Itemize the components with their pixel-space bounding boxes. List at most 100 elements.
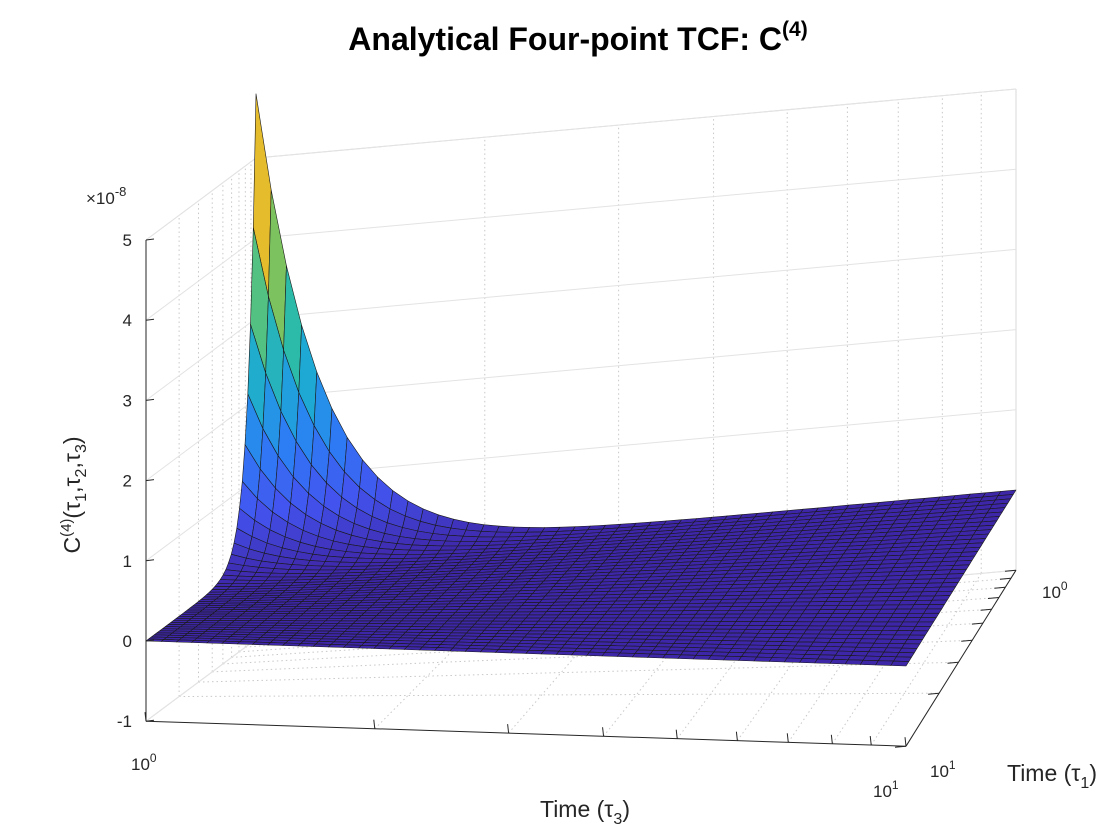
- surface-patch: [499, 626, 518, 631]
- surface-patch: [435, 629, 455, 634]
- surface-patch: [844, 613, 864, 619]
- surface-patch: [708, 655, 727, 661]
- surface-patch: [887, 617, 907, 623]
- surface-patch: [883, 647, 903, 653]
- surface-patch: [304, 565, 323, 571]
- surface-patch: [358, 552, 377, 559]
- surface-patch: [764, 640, 784, 646]
- z-tick-mark: [145, 318, 155, 321]
- x-tick-mark: [373, 719, 376, 729]
- surface-patch: [232, 579, 251, 584]
- z-tick-mark: [145, 479, 155, 482]
- surface-patch: [666, 628, 686, 633]
- surface-patch: [839, 621, 858, 627]
- surface-patch: [759, 648, 778, 654]
- surface-patch: [616, 652, 636, 658]
- surface-patch: [517, 623, 536, 628]
- surface-patch: [723, 655, 742, 661]
- z-tick-label-0: -1: [117, 712, 132, 731]
- surface-patch: [659, 617, 679, 622]
- surface-patch: [779, 641, 799, 647]
- surface-patch: [757, 629, 777, 634]
- surface-patch: [945, 573, 965, 579]
- y-tick-mark: [999, 577, 1012, 580]
- surface-patch: [882, 625, 901, 631]
- surface-patch: [786, 653, 806, 659]
- surface-patch: [237, 570, 257, 577]
- y-tick-mark: [894, 745, 907, 748]
- surface-patch: [875, 660, 894, 666]
- surface-patch: [909, 630, 929, 636]
- surface-patch: [481, 629, 500, 634]
- surface-patch: [648, 631, 668, 637]
- surface-patch: [860, 659, 879, 666]
- surface-patch: [942, 577, 962, 584]
- surface-patch: [217, 579, 236, 584]
- y-tick-mark: [961, 639, 973, 642]
- surface-patch: [417, 632, 437, 636]
- surface-patch: [661, 635, 680, 641]
- surface-patch: [627, 638, 647, 644]
- surface-patch: [373, 645, 393, 650]
- chart-title-main: Analytical Four-point TCF: C: [348, 21, 782, 57]
- surface-patch: [375, 548, 395, 555]
- surface-patch: [271, 568, 290, 574]
- surface-patch: [594, 641, 614, 646]
- y-tick-mark: [994, 586, 1006, 589]
- y-tick-mark: [1004, 569, 1017, 572]
- surface-patch: [526, 630, 546, 635]
- x-tick-mark: [869, 736, 872, 746]
- x-tick-label-0: 100: [131, 751, 157, 774]
- surface-patch: [636, 628, 655, 633]
- surface-patch: [800, 633, 820, 639]
- y-tick-mark: [980, 608, 992, 611]
- surface-patch: [221, 640, 241, 645]
- surface-patch: [859, 613, 879, 619]
- surface-patch: [493, 633, 513, 638]
- y-tick-mark: [971, 622, 983, 625]
- surface-patch: [460, 535, 479, 542]
- x-tick-mark: [830, 734, 833, 744]
- x-tick-label-1: 101: [873, 778, 899, 801]
- surface-patch: [699, 624, 719, 630]
- surface-patch: [429, 533, 449, 542]
- surface-patch: [709, 632, 728, 638]
- z-tick-label-3: 2: [123, 472, 132, 491]
- surface-patch: [886, 643, 905, 649]
- surface-patch: [783, 613, 803, 619]
- surface-patch: [598, 617, 618, 622]
- grid-minor-line: [222, 622, 983, 665]
- surface-patch: [829, 658, 849, 665]
- surface-patch: [901, 643, 921, 649]
- surface-patch: [694, 632, 713, 637]
- surface-patch: [443, 620, 463, 625]
- surface-patch: [575, 627, 594, 632]
- z-scale-exponent: -8: [115, 184, 127, 199]
- surface-patch: [828, 637, 847, 644]
- surface-patch: [797, 637, 817, 643]
- surface-patch: [855, 642, 875, 648]
- surface-patch: [899, 621, 919, 627]
- surface-patch: [716, 643, 735, 649]
- surface-patch: [250, 576, 269, 581]
- surface-patch: [777, 645, 796, 651]
- surface-patch: [817, 654, 836, 660]
- surface-patch: [445, 534, 464, 542]
- surface-patch: [340, 556, 359, 563]
- surface-patch: [600, 634, 619, 640]
- surface-patch: [611, 621, 630, 626]
- surface-patch: [388, 645, 408, 650]
- surface-patch: [876, 634, 896, 640]
- surface-patch: [337, 561, 356, 567]
- surface-patch: [571, 614, 590, 619]
- surface-patch: [793, 621, 813, 627]
- surface-patch: [912, 625, 932, 632]
- surface-patch: [393, 543, 413, 551]
- surface-patch: [539, 633, 559, 638]
- surface-patch: [920, 612, 940, 618]
- surface-patch: [752, 636, 771, 642]
- surface-patch: [681, 628, 701, 633]
- y-tick-mark: [947, 661, 959, 664]
- surface-patch: [586, 614, 605, 619]
- surface-patch: [844, 659, 864, 665]
